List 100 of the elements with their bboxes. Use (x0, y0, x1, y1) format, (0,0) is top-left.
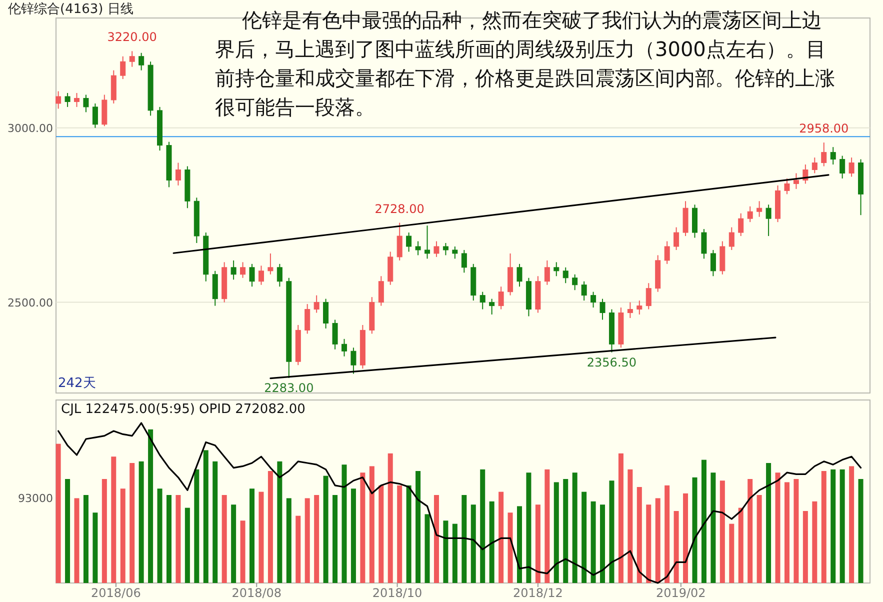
candlestick (590, 291, 596, 308)
bar (231, 504, 236, 583)
bar (756, 495, 762, 583)
bar (222, 495, 227, 583)
candlestick (74, 92, 80, 108)
bar (92, 512, 98, 583)
bar (628, 469, 633, 583)
candlestick (323, 298, 329, 329)
annotation: 2356.50 (586, 355, 637, 370)
y-tick-label: 3000.00 (8, 122, 53, 135)
annotation: 242天 (58, 376, 96, 391)
candlestick (710, 249, 716, 277)
candlestick (424, 225, 430, 260)
bar (342, 464, 347, 583)
bar (748, 479, 753, 583)
bar (563, 479, 568, 583)
bar (646, 504, 652, 583)
candlestick (701, 228, 707, 260)
candlestick (554, 262, 560, 277)
bar (332, 495, 338, 583)
candlestick (756, 200, 762, 218)
bar (388, 453, 393, 583)
annotation: 3220.00 (107, 30, 157, 44)
bar (526, 472, 532, 583)
chart-title: 伦锌综合(4163) 日线 (8, 2, 134, 17)
bar (720, 480, 725, 583)
candlestick (840, 155, 846, 179)
candlestick (544, 260, 550, 286)
bar (840, 469, 845, 583)
bar (710, 472, 716, 583)
bar (535, 504, 540, 583)
bar (794, 479, 799, 583)
candlestick (83, 94, 89, 113)
candlestick (56, 90, 62, 110)
candlestick (64, 92, 70, 108)
bar (443, 520, 448, 583)
bar (184, 508, 190, 583)
candlestick (581, 280, 587, 302)
candlestick (258, 265, 264, 286)
bar (674, 511, 679, 583)
bar (452, 524, 458, 583)
bar (480, 469, 486, 583)
candlestick (766, 204, 772, 237)
candlestick (332, 319, 338, 350)
candlestick (249, 263, 255, 288)
bar (166, 495, 172, 583)
bar (203, 450, 208, 583)
candlestick (396, 222, 402, 261)
bar (369, 466, 374, 583)
bar (572, 472, 578, 583)
candlestick (314, 294, 320, 314)
candlestick (812, 157, 818, 174)
candlestick (442, 242, 448, 256)
bar (489, 501, 494, 583)
candlestick (415, 240, 421, 256)
annotation: 2728.00 (374, 202, 424, 216)
bar (498, 492, 504, 583)
candlestick (378, 276, 384, 306)
candlestick (793, 172, 799, 190)
bar (314, 495, 320, 583)
bar (738, 508, 744, 583)
bar (378, 485, 384, 583)
bar (683, 493, 688, 583)
candlestick (350, 347, 356, 374)
bar (582, 492, 587, 583)
bar (701, 460, 706, 583)
candlestick (230, 260, 236, 280)
bar (277, 461, 282, 583)
x-tick-label: 2018/06 (91, 586, 141, 600)
candlestick (562, 266, 568, 284)
bar (397, 485, 402, 583)
candlestick (129, 50, 135, 68)
candlestick (674, 226, 680, 250)
bar (609, 480, 614, 583)
annotation: 2283.00 (264, 381, 314, 395)
text: 93000 (18, 492, 53, 505)
bar (424, 514, 430, 583)
bar (830, 469, 836, 583)
bar (775, 472, 780, 583)
candlestick (738, 212, 744, 237)
candlestick (480, 291, 486, 310)
candlestick (821, 142, 827, 167)
bar (664, 485, 670, 583)
bar (176, 495, 181, 583)
candlestick (434, 240, 440, 258)
bar (784, 482, 790, 583)
bar (148, 429, 154, 583)
candlestick (406, 232, 412, 252)
bar (74, 498, 80, 583)
bar (849, 466, 854, 583)
x-tick-label: 2018/12 (513, 586, 563, 600)
candlestick (138, 52, 144, 71)
bar (56, 444, 61, 583)
x-tick-label: 2019/02 (656, 586, 706, 600)
bar (323, 476, 328, 583)
bar (157, 488, 162, 583)
bar (618, 453, 624, 583)
candlestick (452, 246, 458, 260)
bar (858, 479, 864, 583)
candlestick (627, 302, 633, 318)
